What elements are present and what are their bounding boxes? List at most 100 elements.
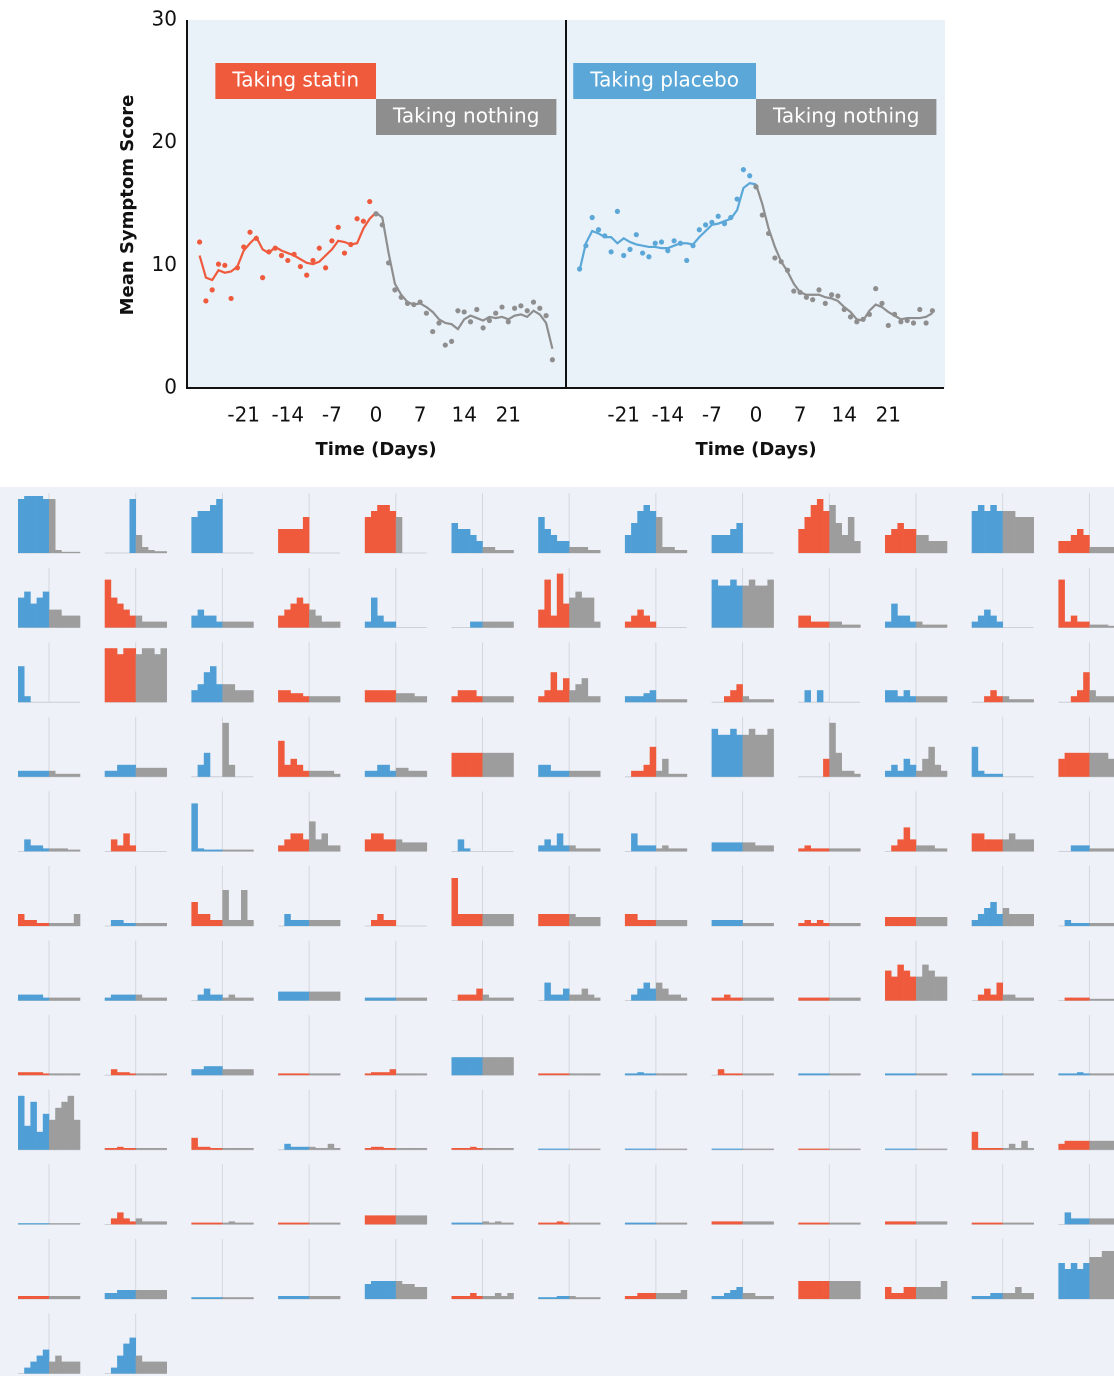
area-segment (711, 535, 719, 553)
area-segment (135, 767, 143, 777)
area-segment (916, 535, 923, 553)
area-segment (494, 752, 502, 777)
data-point (721, 221, 728, 227)
area-segment (637, 770, 644, 777)
area-segment (290, 1296, 297, 1299)
area-segment (674, 994, 681, 1001)
area-segment (42, 499, 50, 553)
area-segment (730, 997, 737, 1001)
area-segment (18, 1072, 25, 1076)
area-segment (655, 517, 663, 553)
area-segment (655, 1293, 663, 1299)
area-segment (110, 1148, 118, 1150)
area-segment (408, 1215, 415, 1225)
area-segment (711, 1296, 719, 1299)
area-segment (829, 848, 836, 852)
area-segment (501, 752, 508, 777)
area-segment (984, 839, 991, 852)
area-segment (290, 991, 297, 1001)
area-segment (885, 1148, 892, 1150)
area-segment (383, 839, 390, 852)
x-tick-label: -7 (702, 403, 722, 427)
area-segment (1015, 1287, 1022, 1299)
area-segment (24, 994, 31, 1001)
area-segment (996, 696, 1003, 703)
area-segment (1095, 752, 1103, 777)
area-segment (1070, 1073, 1078, 1076)
area-segment (284, 529, 291, 553)
area-segment (569, 1222, 576, 1225)
area-segment (216, 1297, 223, 1299)
area-segment (885, 535, 892, 553)
data-point (260, 275, 266, 281)
data-point (665, 248, 671, 254)
area-segment (154, 1290, 161, 1299)
area-segment (841, 1148, 849, 1150)
area-segment (891, 1073, 898, 1076)
area-segment (637, 511, 644, 553)
area-segment (73, 1296, 81, 1299)
data-point (480, 325, 486, 331)
area-segment (160, 621, 167, 628)
area-segment (191, 1069, 198, 1076)
area-segment (55, 1073, 62, 1076)
area-segment (216, 1222, 223, 1225)
area-segment (160, 551, 167, 553)
area-segment (482, 994, 489, 1001)
area-segment (104, 579, 112, 628)
area-segment (395, 997, 403, 1001)
area-segment (141, 923, 149, 926)
area-segment (18, 914, 25, 926)
area-segment (61, 1223, 68, 1225)
area-segment (371, 1215, 378, 1225)
area-segment (470, 752, 477, 777)
area-segment (544, 529, 551, 553)
x-axis-title: Time (Days) (695, 439, 816, 460)
area-segment (284, 764, 291, 777)
area-segment (1089, 848, 1096, 852)
area-segment (49, 609, 56, 628)
area-segment (550, 994, 558, 1001)
area-segment (1101, 547, 1109, 553)
area-segment (197, 684, 205, 703)
area-segment (1008, 511, 1016, 553)
area-segment (1083, 535, 1090, 553)
area-segment (457, 839, 465, 852)
area-segment (854, 1073, 861, 1076)
area-segment (798, 997, 805, 1001)
area-segment (1070, 752, 1078, 777)
area-segment (408, 693, 415, 703)
area-segment (61, 923, 68, 926)
area-segment (148, 1073, 155, 1076)
area-segment (24, 591, 31, 628)
area-segment (315, 920, 322, 926)
area-segment (631, 523, 638, 553)
area-segment (934, 1148, 942, 1150)
area-segment (810, 1073, 818, 1076)
area-segment (191, 1222, 198, 1225)
area-segment (761, 699, 768, 703)
area-segment (909, 1287, 917, 1299)
area-segment (563, 914, 570, 926)
area-segment (538, 845, 545, 852)
area-segment (290, 693, 297, 703)
area-segment (333, 1148, 341, 1150)
area-segment (798, 1281, 805, 1299)
area-segment (216, 621, 223, 628)
area-segment (903, 970, 911, 1001)
area-segment (222, 890, 229, 926)
area-segment (148, 621, 155, 628)
area-segment (736, 1073, 743, 1076)
area-segment (668, 848, 675, 852)
area-segment (990, 902, 997, 926)
y-axis-title: Mean Symptom Score (117, 95, 138, 316)
area-segment (160, 648, 167, 703)
area-segment (724, 994, 731, 1001)
data-point (392, 287, 398, 293)
area-segment (203, 752, 211, 777)
area-segment (463, 848, 471, 852)
area-segment (389, 839, 397, 852)
area-segment (909, 1221, 917, 1225)
area-segment (940, 1221, 948, 1225)
area-segment (302, 603, 310, 628)
